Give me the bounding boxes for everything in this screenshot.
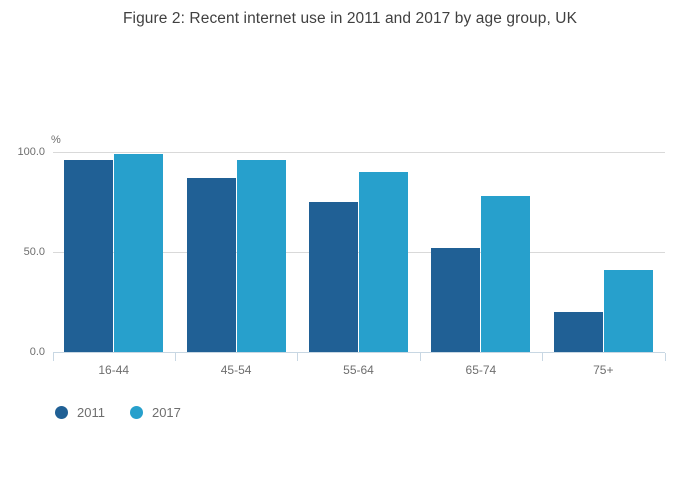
y-tick-label-50.0: 50.0 bbox=[23, 246, 45, 258]
bar-2011-65-74 bbox=[431, 248, 481, 352]
category-label-65-74: 65-74 bbox=[465, 363, 497, 377]
x-axis-tick bbox=[52, 353, 54, 361]
legend-label-2017: 2017 bbox=[151, 405, 181, 420]
category-label-75+: 75+ bbox=[593, 363, 614, 377]
bar-2011-16-44 bbox=[64, 160, 114, 352]
bar-2011-75+ bbox=[553, 312, 603, 352]
x-axis-tick bbox=[174, 353, 176, 361]
y-tick-label-0.0: 0.0 bbox=[29, 346, 45, 358]
bar-2017-45-54 bbox=[236, 160, 286, 352]
bar-2017-55-64 bbox=[359, 172, 408, 352]
bar-2011-55-64 bbox=[309, 202, 358, 352]
y-axis-unit-label: % bbox=[51, 134, 61, 146]
x-axis-tick bbox=[297, 353, 299, 361]
legend-swatch-2011 bbox=[55, 406, 68, 419]
legend-swatch-2017 bbox=[129, 406, 143, 419]
bar-2011-45-54 bbox=[186, 178, 236, 352]
chart-title: Figure 2: Recent internet use in 2011 an… bbox=[122, 10, 578, 27]
gridline-50.0 bbox=[52, 252, 665, 253]
bar-2017-65-74 bbox=[481, 196, 531, 352]
bar-2017-75+ bbox=[603, 270, 653, 352]
category-label-55-64: 55-64 bbox=[343, 363, 374, 377]
gridline-100.0 bbox=[52, 152, 665, 153]
category-label-45-54: 45-54 bbox=[220, 363, 252, 377]
x-axis-tick bbox=[542, 353, 544, 361]
legend: 2011 2017 bbox=[55, 405, 181, 420]
x-axis-tick bbox=[664, 353, 666, 361]
bar-2017-16-44 bbox=[114, 154, 164, 352]
legend-label-2011: 2011 bbox=[77, 405, 105, 420]
legend-item-2011[interactable]: 2011 bbox=[55, 405, 105, 420]
category-label-16-44: 16-44 bbox=[98, 363, 130, 377]
x-axis-line bbox=[52, 352, 665, 353]
y-tick-label-100.0: 100.0 bbox=[17, 146, 45, 158]
legend-item-2017[interactable]: 2017 bbox=[129, 405, 181, 420]
x-axis-tick bbox=[419, 353, 421, 361]
